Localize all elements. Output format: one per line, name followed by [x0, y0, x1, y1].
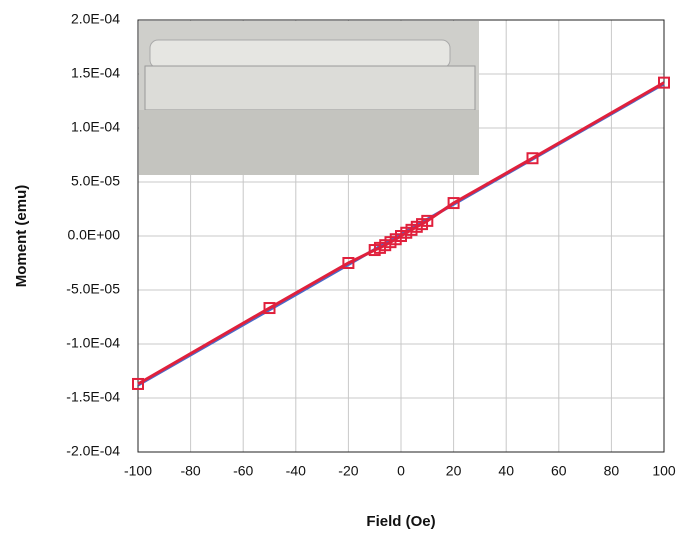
y-tick-label: -1.0E-04	[66, 335, 120, 351]
x-axis-title: Field (Oe)	[366, 513, 435, 530]
plot-frame	[137, 19, 665, 453]
y-tick-label: -5.0E-05	[66, 281, 120, 297]
x-tick-label: 80	[604, 463, 620, 479]
marker	[263, 302, 276, 315]
ruler	[144, 65, 476, 111]
x-tick-label: -20	[338, 463, 358, 479]
marker	[447, 197, 460, 210]
y-tick-label: -2.0E-04	[66, 443, 120, 459]
x-tick-label: 40	[498, 463, 514, 479]
inset-photo	[139, 21, 479, 175]
y-tick-label: 1.5E-04	[71, 65, 120, 81]
x-tick-label: -100	[124, 463, 152, 479]
x-tick-label: -60	[233, 463, 253, 479]
x-tick-label: -80	[180, 463, 200, 479]
x-tick-label: 0	[397, 463, 405, 479]
marker	[421, 214, 434, 227]
marker	[526, 152, 539, 165]
x-tick-label: -40	[286, 463, 306, 479]
y-tick-label: 1.0E-04	[71, 119, 120, 135]
marker	[658, 76, 670, 89]
x-tick-label: 20	[446, 463, 462, 479]
y-axis-title: Moment (emu)	[13, 185, 30, 288]
marker	[342, 257, 355, 269]
y-tick-label: 2.0E-04	[71, 11, 120, 27]
y-tick-label: -1.5E-04	[66, 389, 120, 405]
x-tick-label: 60	[551, 463, 567, 479]
y-tick-label: 5.0E-05	[71, 173, 120, 189]
marks	[132, 76, 670, 390]
marker	[132, 377, 144, 390]
photo-shadow	[139, 110, 479, 175]
y-tick-label: 0.0E+00	[67, 227, 120, 243]
tube	[149, 39, 451, 69]
x-tick-label: 100	[652, 463, 676, 479]
